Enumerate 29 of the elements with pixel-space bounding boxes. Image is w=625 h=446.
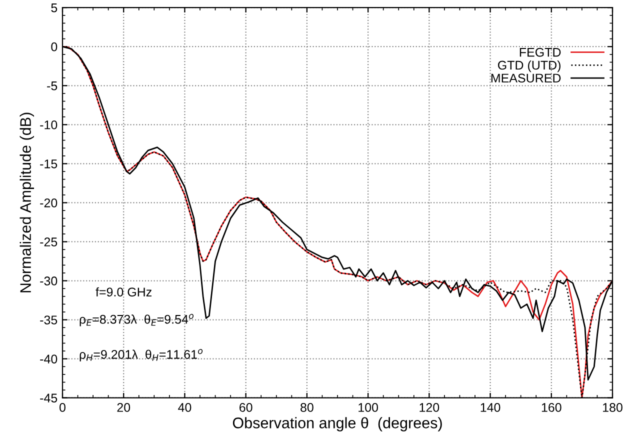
y-tick-label: -5 <box>47 82 58 90</box>
y-tick-label: -25 <box>40 238 58 246</box>
x-tick-label: 20 <box>117 403 130 412</box>
y-tick-label: 0 <box>51 42 58 52</box>
x-tick-label: 60 <box>240 403 252 412</box>
annotation: ρ$_{H}$=9.201λ θ$_{H}$=11.61$^{o}$ <box>80 349 203 362</box>
x-tick-label: 100 <box>358 403 378 412</box>
y-tick-label: -30 <box>40 276 58 286</box>
x-axis-title: Observation angle θ (degrees) <box>232 417 442 432</box>
x-tick-label: 160 <box>542 403 562 412</box>
y-tick-label: -15 <box>40 160 58 168</box>
y-tick-label: -35 <box>40 316 58 324</box>
annotation: ρ$_{E}$=8.373λ θ$_{E}$=9.54$^{o}$ <box>80 314 194 326</box>
y-tick-label: -10 <box>40 120 58 130</box>
legend-label: MEASURED <box>491 74 561 83</box>
x-tick-label: 0 <box>60 403 66 412</box>
y-tick-label: -45 <box>40 394 58 402</box>
legend-label: FEGTD <box>520 48 561 57</box>
y-tick-label: 5 <box>51 4 58 12</box>
x-tick-label: 80 <box>300 403 314 412</box>
annotation: f=9.0 GHz <box>96 287 152 296</box>
y-tick-label: -20 <box>40 198 58 208</box>
x-tick-label: 140 <box>480 403 500 412</box>
x-tick-label: 120 <box>420 403 440 412</box>
x-tick-label: 180 <box>603 403 622 412</box>
x-tick-label: 40 <box>178 403 192 412</box>
y-tick-label: -40 <box>40 354 58 364</box>
y-axis-title: Normalized Amplitude (dB) <box>20 112 34 292</box>
legend-label: GTD (UTD) <box>498 60 560 72</box>
